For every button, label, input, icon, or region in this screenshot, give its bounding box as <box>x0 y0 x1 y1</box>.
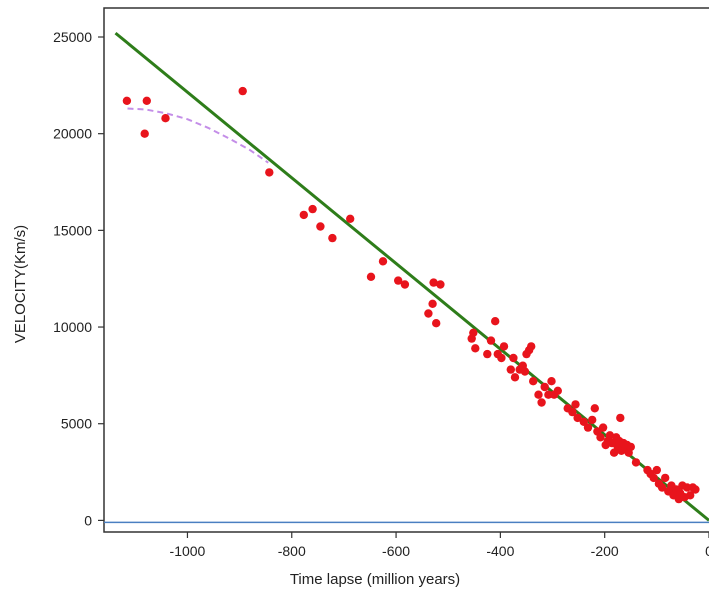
y-axis: 0 5000 10000 15000 20000 25000 <box>53 29 104 528</box>
data-point <box>432 319 441 328</box>
data-point <box>436 280 445 289</box>
data-point <box>649 473 658 483</box>
data-point <box>657 483 667 492</box>
data-point <box>573 413 582 423</box>
data-point <box>537 398 546 407</box>
y-tick-label: 20000 <box>53 126 92 142</box>
x-tick-label: -1000 <box>170 543 206 559</box>
data-point <box>400 280 410 289</box>
data-point <box>316 222 325 231</box>
data-point <box>238 86 247 96</box>
data-point <box>140 129 149 138</box>
data-point <box>428 299 437 308</box>
data-point <box>122 96 132 106</box>
y-tick-label: 15000 <box>53 222 92 238</box>
x-tick-label: -600 <box>382 543 410 559</box>
y-tick-label: 10000 <box>53 319 92 335</box>
data-point <box>509 353 518 363</box>
y-axis-title: VELOCITY(Km/s) <box>12 225 29 343</box>
data-point <box>652 465 661 475</box>
data-point <box>142 96 151 106</box>
data-point <box>471 344 480 353</box>
data-point <box>583 423 593 432</box>
data-point <box>265 168 274 177</box>
data-point <box>571 400 580 409</box>
data-point <box>469 328 478 337</box>
data-point <box>394 276 403 285</box>
data-point <box>605 431 615 440</box>
data-point <box>486 336 496 345</box>
y-tick-label: 5000 <box>61 416 92 432</box>
data-point <box>631 458 641 467</box>
data-point <box>590 404 599 413</box>
data-point <box>483 349 492 359</box>
data-point <box>510 373 520 382</box>
data-point <box>691 485 700 494</box>
x-axis: -1000 -800 -600 -400 -200 0 <box>170 532 709 559</box>
data-point <box>506 365 515 374</box>
data-point <box>429 278 438 287</box>
data-point <box>626 442 635 452</box>
data-point <box>378 257 388 266</box>
data-point <box>686 491 695 500</box>
curve-fit-layer <box>127 107 269 164</box>
data-point <box>529 377 538 386</box>
data-point <box>499 342 509 351</box>
data-point <box>553 386 562 395</box>
x-tick-label: -800 <box>278 543 306 559</box>
x-axis-title: Time lapse (million years) <box>290 571 460 588</box>
data-point <box>328 233 337 243</box>
data-point <box>598 423 608 432</box>
data-point <box>299 210 308 220</box>
data-point <box>540 382 549 392</box>
data-point <box>308 204 317 214</box>
data-point <box>366 272 376 281</box>
data-point <box>596 433 605 442</box>
data-point <box>497 353 506 363</box>
data-point <box>588 415 597 425</box>
plot-frame <box>103 7 709 533</box>
data-points-layer <box>122 86 700 504</box>
x-tick-label: -200 <box>591 543 619 559</box>
y-tick-label: 25000 <box>53 29 92 45</box>
data-point <box>568 407 577 417</box>
data-point <box>346 214 355 223</box>
data-point <box>491 317 500 326</box>
data-point <box>424 309 433 318</box>
data-point <box>661 473 670 483</box>
data-point <box>520 367 530 376</box>
data-point <box>579 417 588 426</box>
data-point <box>547 377 556 386</box>
curve-fit-line <box>127 107 269 164</box>
plot-border <box>103 7 709 533</box>
data-point <box>527 342 536 351</box>
data-point <box>161 114 170 123</box>
data-point <box>534 390 543 399</box>
x-tick-label: 0 <box>705 543 709 559</box>
data-point <box>616 413 625 423</box>
y-tick-label: 0 <box>84 512 92 528</box>
x-tick-label: -400 <box>486 543 514 559</box>
